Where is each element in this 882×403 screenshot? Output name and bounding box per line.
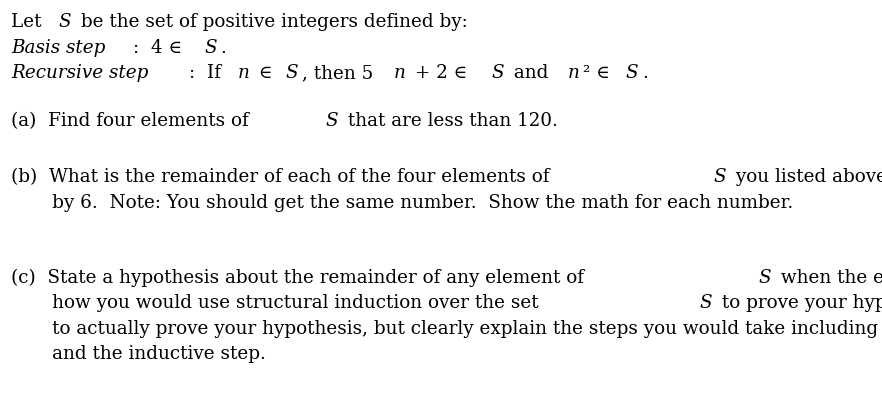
Text: be the set of positive integers defined by:: be the set of positive integers defined … bbox=[75, 13, 467, 31]
Text: :  4 ∈: : 4 ∈ bbox=[133, 39, 188, 56]
Text: ∈: ∈ bbox=[253, 64, 279, 82]
Text: (c)  State a hypothesis about the remainder of any element of: (c) State a hypothesis about the remaind… bbox=[11, 269, 590, 287]
Text: S: S bbox=[625, 64, 638, 82]
Text: Basis step: Basis step bbox=[11, 39, 106, 56]
Text: n: n bbox=[394, 64, 406, 82]
Text: ² ∈: ² ∈ bbox=[583, 64, 616, 82]
Text: , then 5: , then 5 bbox=[302, 64, 373, 82]
Text: and the inductive step.: and the inductive step. bbox=[11, 345, 266, 363]
Text: to actually prove your hypothesis, but clearly explain the steps you would take : to actually prove your hypothesis, but c… bbox=[11, 320, 882, 338]
Text: :  If: : If bbox=[189, 64, 227, 82]
Text: n: n bbox=[568, 64, 579, 82]
Text: S: S bbox=[759, 269, 771, 287]
Text: S: S bbox=[286, 64, 298, 82]
Text: S: S bbox=[205, 39, 217, 56]
Text: (b)  What is the remainder of each of the four elements of: (b) What is the remainder of each of the… bbox=[11, 168, 556, 186]
Text: .: . bbox=[220, 39, 227, 56]
Text: (a)  Find four elements of: (a) Find four elements of bbox=[11, 112, 255, 130]
Text: n: n bbox=[237, 64, 250, 82]
Text: S: S bbox=[699, 295, 713, 312]
Text: Recursive step: Recursive step bbox=[11, 64, 149, 82]
Text: and: and bbox=[508, 64, 555, 82]
Text: you listed above when they are each divided: you listed above when they are each divi… bbox=[730, 168, 882, 186]
Text: + 2 ∈: + 2 ∈ bbox=[409, 64, 474, 82]
Text: to prove your hypothesis.  Note: You do not need: to prove your hypothesis. Note: You do n… bbox=[716, 295, 882, 312]
Text: S: S bbox=[325, 112, 339, 130]
Text: S: S bbox=[714, 168, 727, 186]
Text: S: S bbox=[58, 13, 71, 31]
Text: how you would use structural induction over the set: how you would use structural induction o… bbox=[11, 295, 545, 312]
Text: by 6.  Note: You should get the same number.  Show the math for each number.: by 6. Note: You should get the same numb… bbox=[11, 194, 794, 212]
Text: that are less than 120.: that are less than 120. bbox=[342, 112, 558, 130]
Text: Let: Let bbox=[11, 13, 48, 31]
Text: .: . bbox=[642, 64, 647, 82]
Text: S: S bbox=[492, 64, 505, 82]
Text: when the element is divided by 6.  Explain: when the element is divided by 6. Explai… bbox=[774, 269, 882, 287]
